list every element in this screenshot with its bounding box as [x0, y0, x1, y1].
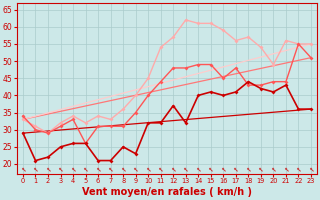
- Text: ←: ←: [107, 166, 114, 173]
- Text: ←: ←: [257, 166, 265, 173]
- Text: ←: ←: [245, 166, 252, 173]
- Text: ←: ←: [295, 166, 302, 173]
- Text: ←: ←: [57, 166, 64, 173]
- X-axis label: Vent moyen/en rafales ( km/h ): Vent moyen/en rafales ( km/h ): [82, 187, 252, 197]
- Text: ←: ←: [182, 166, 189, 173]
- Text: ←: ←: [157, 166, 164, 173]
- Text: ←: ←: [82, 166, 89, 173]
- Text: ←: ←: [207, 166, 214, 173]
- Text: ←: ←: [69, 166, 77, 173]
- Text: ←: ←: [145, 166, 152, 173]
- Text: ←: ←: [44, 166, 52, 173]
- Text: ←: ←: [132, 166, 139, 173]
- Text: ←: ←: [270, 166, 277, 173]
- Text: ←: ←: [19, 166, 27, 173]
- Text: ←: ←: [195, 166, 202, 173]
- Text: ←: ←: [282, 166, 290, 173]
- Text: ←: ←: [307, 166, 315, 173]
- Text: ←: ←: [170, 166, 177, 173]
- Text: ←: ←: [32, 166, 39, 173]
- Text: ←: ←: [220, 166, 227, 173]
- Text: ←: ←: [119, 166, 127, 173]
- Text: ←: ←: [94, 166, 102, 173]
- Text: ←: ←: [232, 166, 239, 173]
